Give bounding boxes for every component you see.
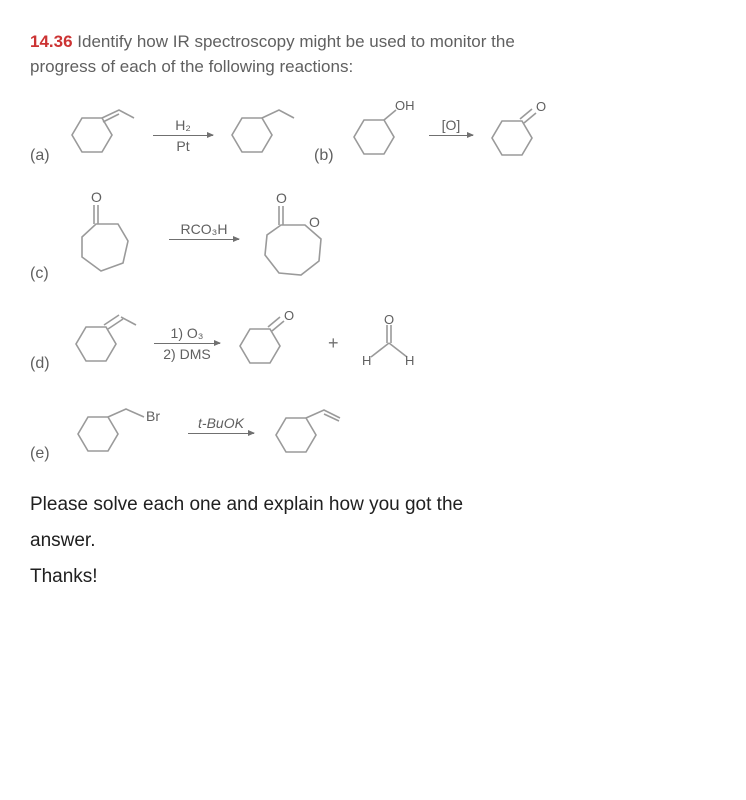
arrow-e: t-BuOK x <box>186 415 256 452</box>
reaction-row-ab: (a) H₂ Pt (b) O <box>30 99 716 171</box>
ask-line-3: Thanks! <box>30 559 716 595</box>
structure-formaldehyde: O H H <box>353 313 433 373</box>
atom-form-o: O <box>384 313 394 327</box>
label-e: (e) <box>30 445 58 463</box>
structure-bromoethylcyclohexane: Br <box>66 397 178 469</box>
structure-ethylcyclohexane <box>222 100 304 170</box>
structure-vinylcyclohexane <box>62 100 144 170</box>
problem-text-2: progress of each of the following reacti… <box>30 57 353 76</box>
ask-line-2: answer. <box>30 523 716 559</box>
atom-form-h2: H <box>405 353 414 368</box>
structure-cycloheptanone: O <box>66 189 161 289</box>
arrow-d: 1) O₃ 2) DMS <box>152 325 222 362</box>
structure-vinylcyclohexane-2 <box>264 398 348 468</box>
reaction-row-d: (d) 1) O₃ 2) DMS O + <box>30 307 716 379</box>
reagent-d-bottom: 2) DMS <box>163 346 210 362</box>
atom-d-o: O <box>284 308 294 323</box>
ask-line-1: Please solve each one and explain how yo… <box>30 487 716 523</box>
reagent-a-top: H₂ <box>175 117 191 133</box>
problem-number: 14.36 <box>30 32 73 51</box>
structure-methylenecyclohexane <box>64 307 146 379</box>
reagent-a-bottom: Pt <box>176 138 189 154</box>
arrow-c: RCO₃H x <box>169 221 239 258</box>
arrow-a: H₂ Pt <box>148 117 218 154</box>
atom-oh: OH <box>395 100 415 113</box>
reactions-container: (a) H₂ Pt (b) O <box>30 99 716 469</box>
problem-text-1: Identify how IR spectroscopy might be us… <box>77 32 515 51</box>
atom-e-br: Br <box>146 408 160 424</box>
plus-d: + <box>328 333 339 354</box>
reaction-row-e: (e) Br t-BuOK x <box>30 397 716 469</box>
atom-o-ketone: O <box>536 99 546 114</box>
atom-c-prod-o1: O <box>276 190 287 206</box>
label-b: (b) <box>314 147 338 165</box>
label-c: (c) <box>30 265 58 283</box>
reagent-e-top: t-BuOK <box>198 415 244 431</box>
structure-cyclohexanol: OH <box>342 100 422 170</box>
user-question: Please solve each one and explain how yo… <box>30 487 716 595</box>
structure-lactone: O O <box>247 189 357 289</box>
structure-cyclohexanone-aldehyde: O <box>228 307 314 379</box>
label-a: (a) <box>30 147 58 165</box>
atom-c-o: O <box>91 189 102 205</box>
problem-heading: 14.36 Identify how IR spectroscopy might… <box>30 30 716 79</box>
reagent-b-top: [O] <box>442 117 461 133</box>
reaction-row-c: (c) O RCO₃H x O O <box>30 189 716 289</box>
structure-cyclohexanone: O <box>480 99 560 171</box>
reagent-d-top: 1) O₃ <box>171 325 204 341</box>
atom-c-prod-o2: O <box>309 214 320 230</box>
atom-form-h1: H <box>362 353 371 368</box>
reagent-c-top: RCO₃H <box>181 221 228 237</box>
arrow-b: [O] x <box>426 117 476 154</box>
label-d: (d) <box>30 355 58 373</box>
